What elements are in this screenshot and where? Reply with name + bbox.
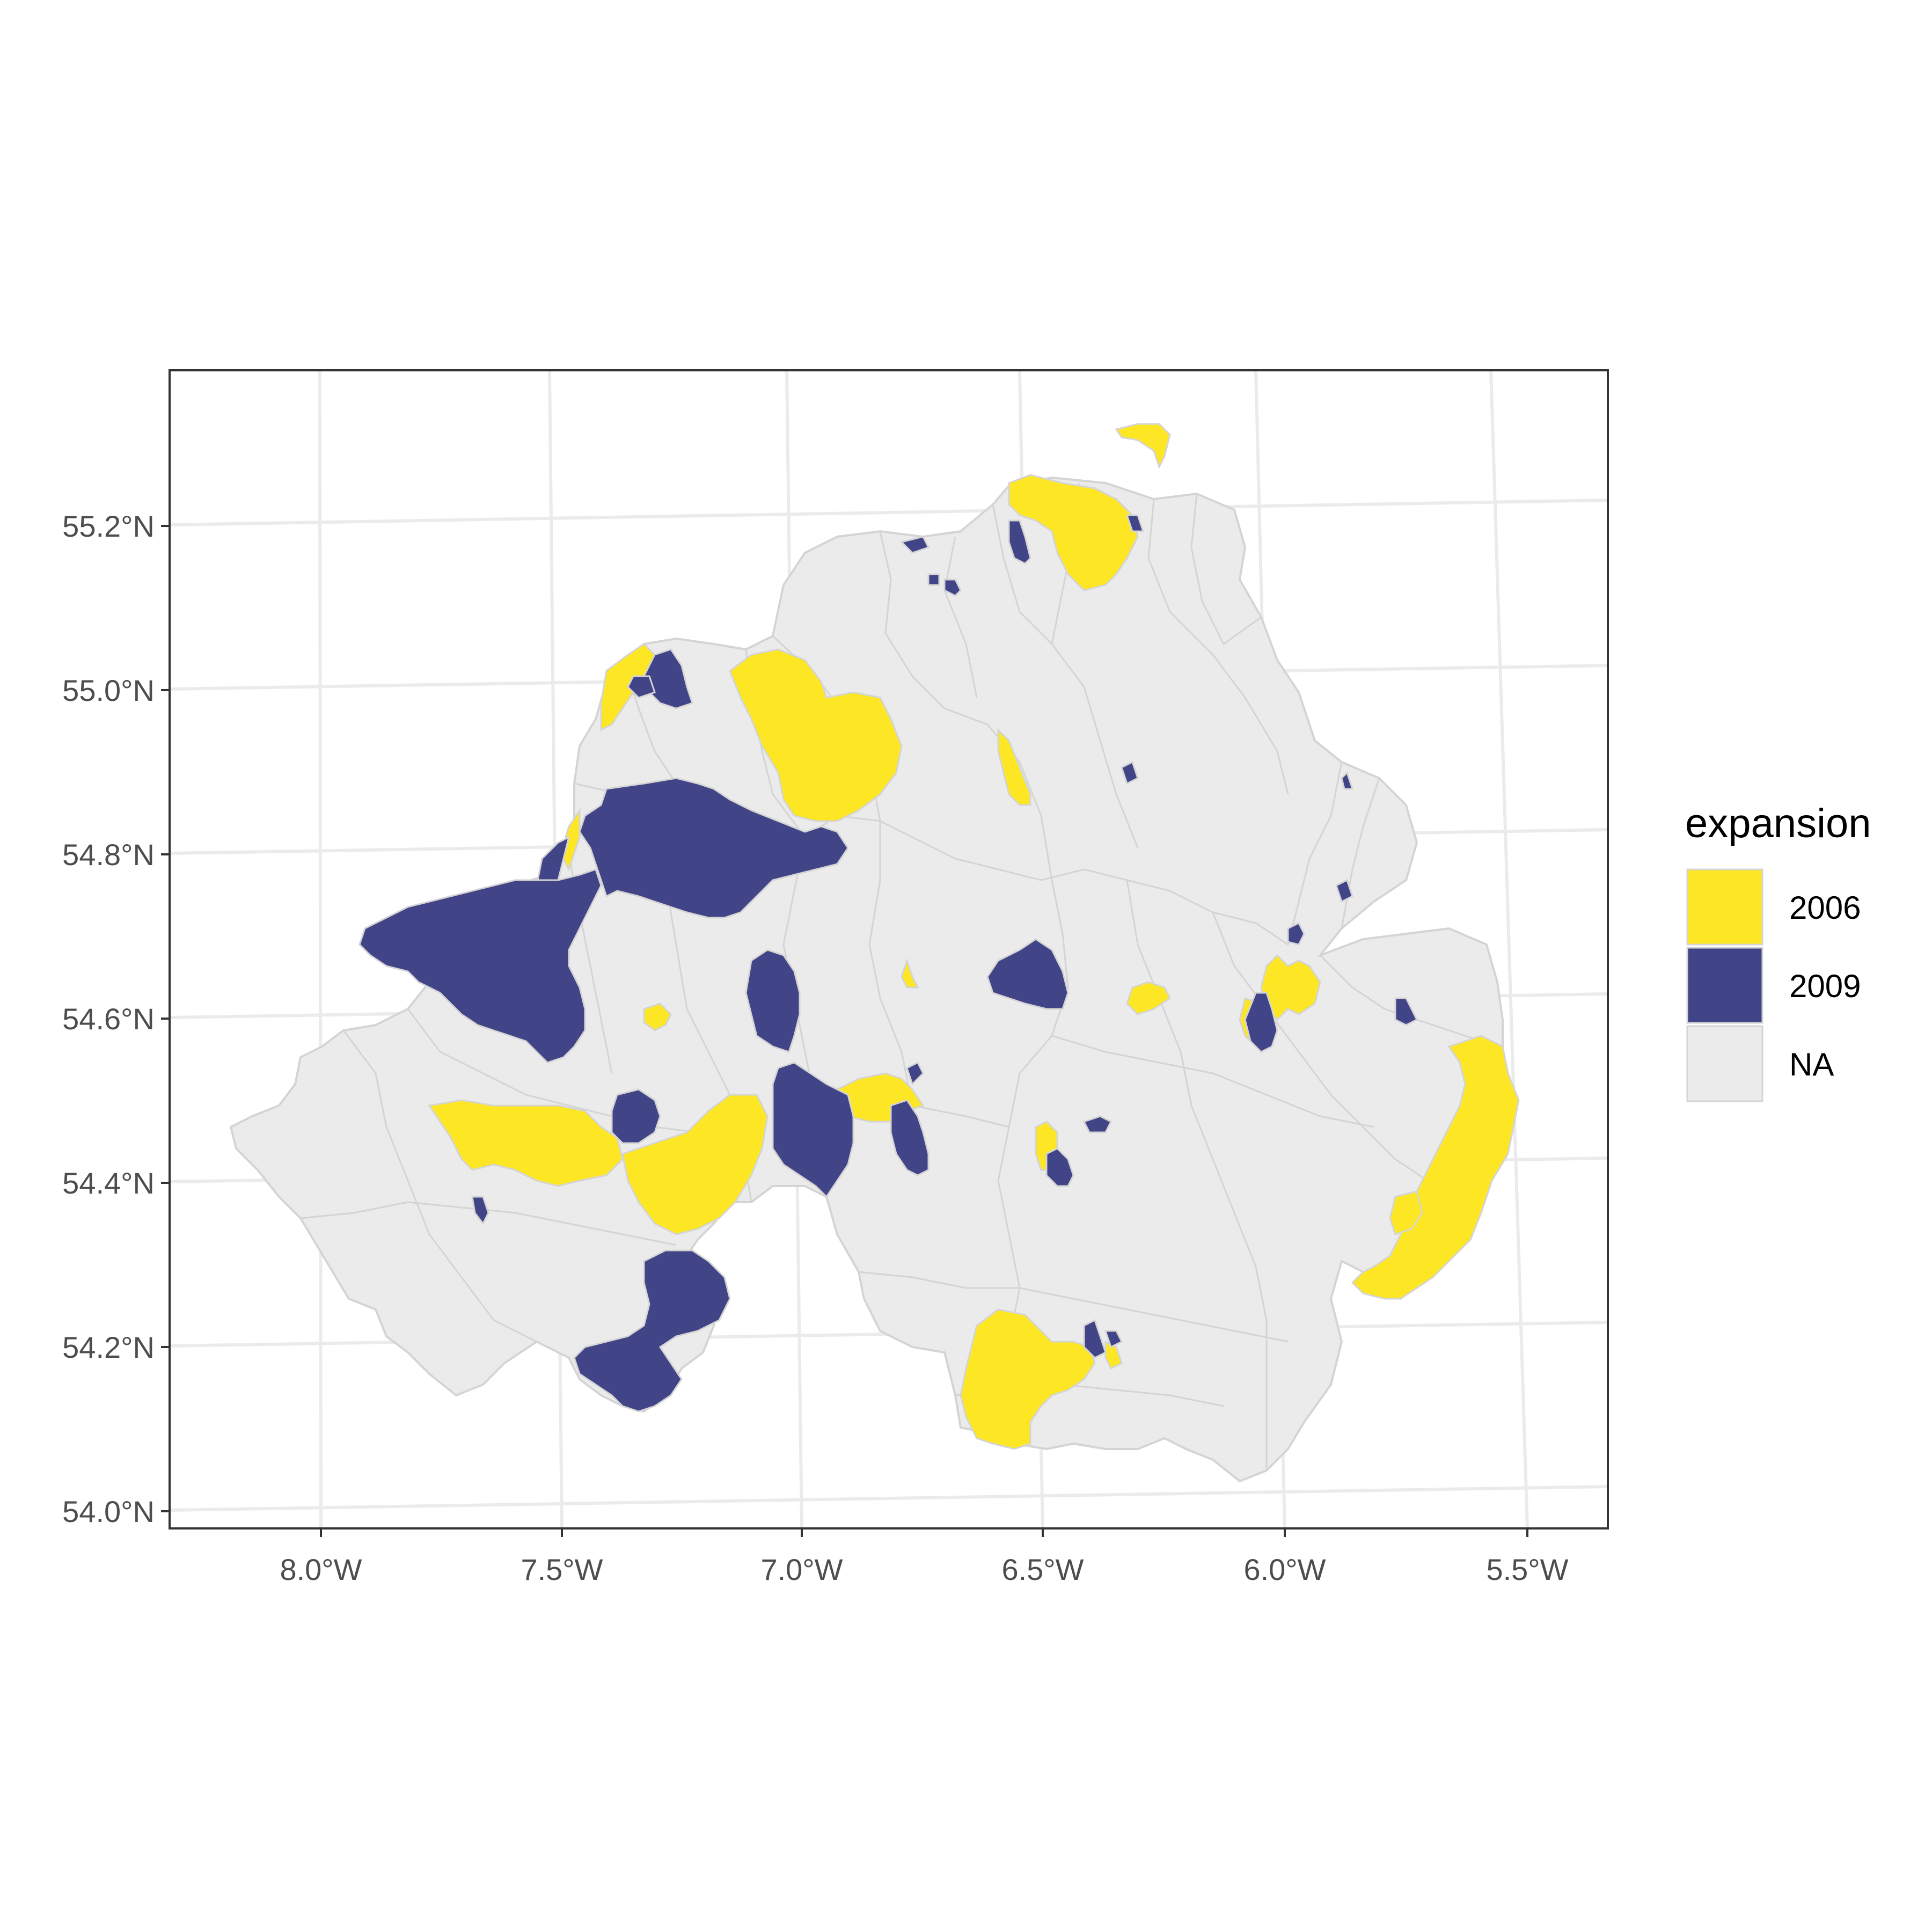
legend-label: 2009 [1789,968,1861,1004]
x-axis-ticks [320,1528,1528,1537]
legend-label: 2006 [1789,890,1861,926]
region-2009 [772,1062,854,1198]
legend-swatch-2006 [1686,868,1763,946]
region-2009 [579,777,849,919]
parallel-54-0 [169,1485,1608,1512]
legend-item-na: NA [1686,1025,1834,1102]
region-2006 [1389,1190,1423,1235]
region-2009 [986,938,1069,1010]
region-2009 [1125,514,1145,532]
region-2009 [1394,997,1418,1026]
x-tick-label: 6.0°W [1243,1553,1326,1586]
region-2006 [997,728,1031,806]
legend-swatch-2009 [1686,947,1763,1024]
x-tick-label: 5.5°W [1486,1553,1568,1586]
map-panel [169,369,1609,1529]
region-2006 [901,958,919,989]
region-2009 [1335,879,1353,903]
legend-swatch-na [1686,1025,1763,1102]
x-tick-label: 8.0°W [280,1553,362,1586]
region-2006 [621,1094,769,1235]
y-tick-label: 54.0°N [62,1495,155,1528]
region-2006 [1115,423,1171,469]
region-2009 [1244,992,1278,1053]
region-2009 [745,949,801,1053]
y-tick-label: 54.6°N [62,1002,155,1036]
region-2009 [627,675,656,699]
x-tick-label: 7.0°W [760,1553,843,1586]
x-tick-label: 7.5°W [521,1553,603,1586]
region-2009 [906,1061,924,1086]
region-2006 [729,648,903,822]
region-2009 [1287,921,1305,946]
legend-item-2006: 2006 [1686,868,1861,946]
region-2009 [1104,1330,1123,1349]
panel-border [169,369,1609,1529]
region-2009 [927,573,940,586]
region-2009 [1008,519,1031,565]
y-tick-label: 55.2°N [62,509,155,543]
region-2009 [611,1088,661,1144]
region-2006 [1126,981,1171,1015]
region-2009 [573,1249,731,1413]
region-2006 [428,1099,624,1187]
meridian-5-5 [1489,370,1529,1529]
region-2006 [960,1308,1096,1450]
region-2009 [1045,1147,1074,1187]
northern-ireland-landmass [229,476,1504,1483]
y-axis: 55.2°N 55.0°N 54.8°N 54.6°N 54.4°N 54.2°… [62,509,170,1528]
legend-item-2009: 2009 [1686,947,1861,1024]
region-2009 [900,536,930,554]
region-2009 [1121,760,1139,785]
region-2006 [1351,1035,1520,1300]
y-tick-label: 54.8°N [62,838,155,872]
y-tick-label: 55.0°N [62,674,155,707]
y-axis-ticks [161,525,170,1512]
x-axis: 8.0°W 7.5°W 7.0°W 6.5°W 6.0°W 5.5°W [280,1528,1569,1586]
region-2009 [943,579,962,597]
region-2009 [1083,1319,1107,1359]
regions-2009 [358,514,1418,1413]
region-2009 [1341,771,1354,790]
legend: expansion 2006 2009 NA [1685,801,1871,1102]
x-tick-label: 6.5°W [1001,1553,1084,1586]
legend-label: NA [1789,1046,1834,1082]
y-tick-label: 54.2°N [62,1330,155,1364]
region-2006 [643,1002,672,1031]
region-2009 [358,868,602,1064]
meridian-8-0 [318,370,323,1529]
region-2006 [1008,474,1139,591]
region-2009 [1082,1115,1113,1133]
region-2009 [471,1196,489,1225]
parallel-55-2 [169,499,1608,526]
y-tick-label: 54.4°N [62,1166,155,1200]
legend-title: expansion [1685,801,1871,846]
regions-na [229,476,1504,1483]
region-2009 [890,1099,930,1176]
